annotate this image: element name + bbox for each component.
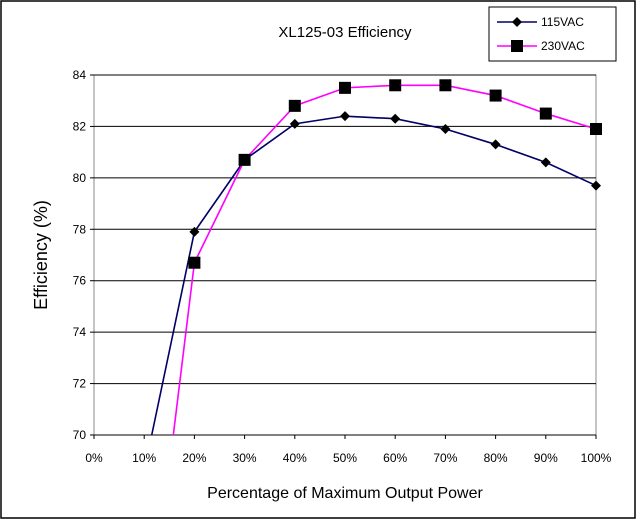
- y-tick-label-0: 70: [73, 428, 87, 442]
- x-tick-label-4: 40%: [283, 451, 307, 465]
- series-115VAC: [150, 111, 601, 436]
- x-tick-label-10: 100%: [581, 451, 612, 465]
- y-tick-label-2: 74: [73, 325, 87, 339]
- x-tick-label-0: 0%: [85, 451, 103, 465]
- series-group: [150, 79, 602, 436]
- x-tick-labels: 0% 10% 20% 30% 40% 50% 60% 70% 80% 90% 100%: [85, 451, 611, 465]
- x-tick-label-7: 70%: [433, 451, 457, 465]
- x-tick-label-2: 20%: [182, 451, 206, 465]
- data-point-115VAC-7: [490, 139, 501, 150]
- y-tick-label-1: 72: [73, 377, 87, 391]
- plot-area: [93, 74, 597, 436]
- legend: 115VAC 230VAC: [488, 6, 617, 62]
- data-point-230VAC-3: [288, 99, 301, 112]
- data-point-230VAC-4: [339, 81, 351, 94]
- legend-label-230VAC: 230VAC: [541, 39, 585, 53]
- data-point-115VAC-3: [289, 118, 300, 129]
- y-tick-label-4: 78: [73, 222, 87, 236]
- data-point-230VAC-6: [439, 79, 452, 92]
- x-tick-label-5: 50%: [333, 451, 357, 465]
- legend-label-115VAC: 115VAC: [541, 15, 584, 29]
- y-tick-label-7: 84: [73, 68, 87, 82]
- data-point-230VAC-7: [489, 89, 502, 102]
- x-axis-label: Percentage of Maximum Output Power: [207, 485, 483, 502]
- data-point-115VAC-4: [340, 111, 350, 122]
- data-point-230VAC-5: [389, 79, 402, 92]
- data-point-230VAC-9: [590, 123, 602, 135]
- x-tick-label-9: 90%: [534, 451, 558, 465]
- data-point-230VAC-1: [188, 256, 201, 269]
- data-point-115VAC-1: [189, 226, 200, 237]
- series-line-230VAC: [172, 84, 597, 436]
- x-tick-label-1: 10%: [132, 451, 156, 465]
- data-point-115VAC-6: [440, 124, 451, 134]
- x-tick-label-8: 80%: [484, 451, 508, 465]
- y-tick-label-3: 76: [73, 274, 87, 288]
- legend-marker-230VAC: [511, 40, 523, 52]
- y-tick-labels: 70 72 74 76 78 80 82 84: [73, 68, 87, 442]
- y-tick-label-6: 82: [73, 119, 87, 133]
- y-axis-label: Efficiency (%): [31, 200, 51, 310]
- data-point-230VAC-8: [539, 107, 552, 120]
- data-point-115VAC-8: [540, 157, 551, 168]
- legend-marker-115VAC: [512, 17, 522, 27]
- series-line-115VAC: [150, 115, 597, 436]
- chart-title: XL125-03 Efficiency: [278, 24, 412, 41]
- gridlines: [90, 74, 597, 439]
- data-point-230VAC-2: [238, 153, 251, 166]
- data-point-115VAC-5: [390, 113, 401, 124]
- y-tick-label-5: 80: [73, 171, 87, 185]
- legend-box: [488, 6, 617, 62]
- data-point-115VAC-9: [591, 180, 601, 191]
- x-tick-label-3: 30%: [233, 451, 257, 465]
- x-tick-label-6: 60%: [383, 451, 407, 465]
- series-230VAC: [172, 79, 602, 436]
